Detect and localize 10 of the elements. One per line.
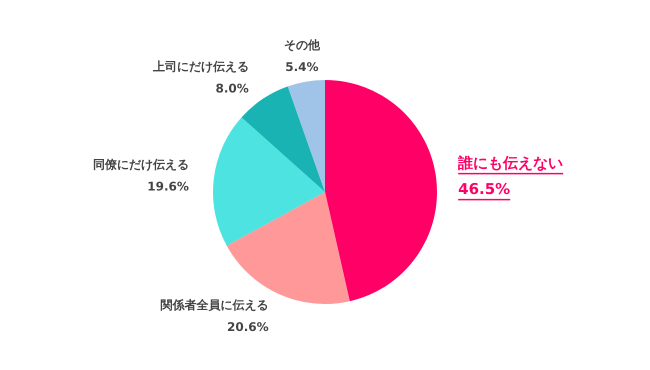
slice-label: 同僚にだけ伝える bbox=[92, 157, 189, 172]
data-label: 46.5% bbox=[458, 180, 510, 198]
slice-label: その他 bbox=[284, 38, 321, 52]
data-label: 20.6% bbox=[227, 320, 269, 334]
data-label: 8.0% bbox=[215, 81, 249, 96]
slice-label: 関係者全員に伝える bbox=[160, 298, 269, 312]
data-label: 19.6% bbox=[147, 179, 189, 194]
slice-label: 誰にも伝えない bbox=[457, 154, 564, 172]
slice-label: 上司にだけ伝える bbox=[152, 59, 249, 74]
data-label: 5.4% bbox=[285, 60, 319, 74]
